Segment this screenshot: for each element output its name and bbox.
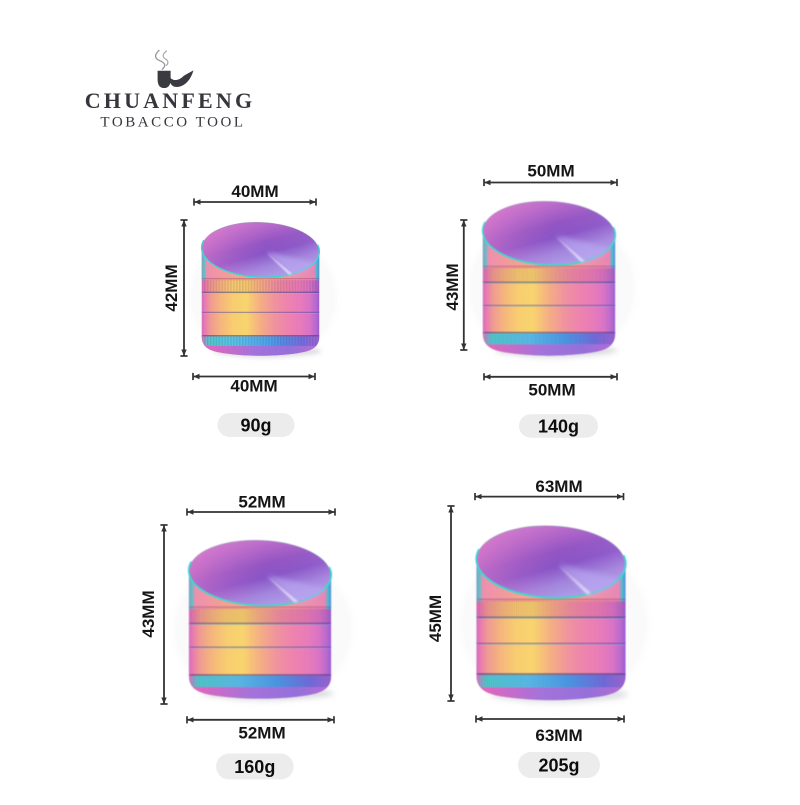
svg-text:42MM: 42MM	[162, 264, 181, 311]
svg-text:TOBACCO TOOL: TOBACCO TOOL	[100, 115, 245, 131]
svg-text:43MM: 43MM	[139, 590, 158, 637]
svg-text:63MM: 63MM	[535, 477, 582, 496]
svg-text:63MM: 63MM	[535, 726, 582, 745]
svg-text:40MM: 40MM	[231, 182, 278, 201]
svg-text:205g: 205g	[538, 756, 579, 776]
svg-text:45MM: 45MM	[426, 595, 445, 642]
svg-text:40MM: 40MM	[230, 377, 277, 396]
svg-text:90g: 90g	[240, 416, 271, 436]
svg-text:43MM: 43MM	[443, 263, 462, 310]
svg-text:52MM: 52MM	[238, 493, 285, 512]
svg-text:CHUANFENG: CHUANFENG	[85, 88, 256, 113]
svg-text:160g: 160g	[234, 757, 275, 777]
svg-text:50MM: 50MM	[528, 381, 575, 400]
svg-text:140g: 140g	[538, 417, 579, 437]
svg-text:50MM: 50MM	[527, 162, 574, 181]
svg-text:52MM: 52MM	[238, 724, 285, 743]
